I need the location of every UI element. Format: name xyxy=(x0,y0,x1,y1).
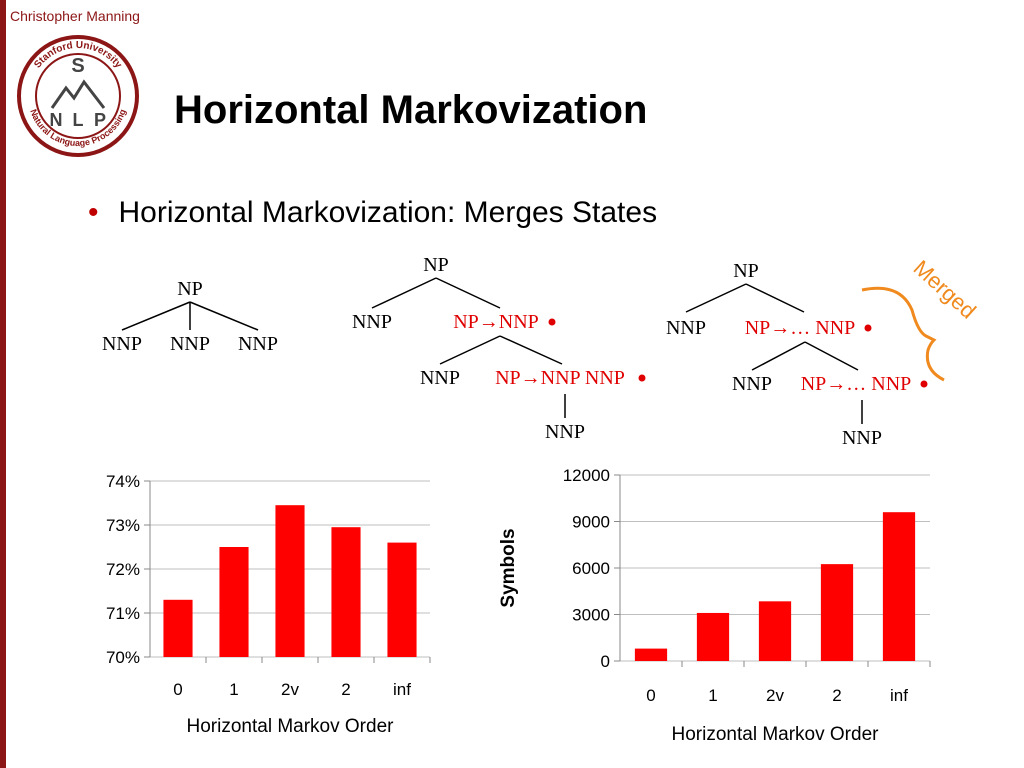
bullet-item: • Horizontal Markovization: Merges States xyxy=(88,196,657,230)
chart1-bar-0 xyxy=(163,599,193,657)
chart2-xtick-label: 2 xyxy=(832,686,841,705)
chart1-ytick-label: 70% xyxy=(106,648,140,667)
chart1-xtick-label: 1 xyxy=(229,680,238,699)
tree3-sub-right: NP→… NNP xyxy=(801,373,912,395)
tree2-root: NP xyxy=(423,254,449,276)
slide-title: Horizontal Markovization xyxy=(174,88,648,132)
chart2-bar-inf xyxy=(882,512,916,661)
chart2-xtick-label: 2v xyxy=(766,686,784,705)
bullet-text: Horizontal Markovization: Merges States xyxy=(118,196,658,229)
tree2-sub-right: NP→NNP NNP xyxy=(495,367,625,389)
chart2-ytick-label: 6000 xyxy=(572,559,610,578)
chart2-xlabel: Horizontal Markov Order xyxy=(672,724,880,745)
chart2-ytick-label: 9000 xyxy=(572,513,610,532)
chart1-bar-2v xyxy=(275,505,305,657)
merged-brace-icon xyxy=(861,286,945,382)
chart1-xtick-label: 2v xyxy=(281,680,299,699)
chart2-bar-0 xyxy=(634,648,668,661)
logo-letter-l: L xyxy=(73,110,84,130)
stanford-nlp-logo: Stanford University Natural Language Pro… xyxy=(17,35,139,157)
chart2-xtick-label: 0 xyxy=(646,686,655,705)
chart2-xtick-label: 1 xyxy=(708,686,717,705)
tree3-left: NNP xyxy=(666,317,706,339)
tree3-sub-left: NNP xyxy=(732,373,772,395)
tree2-leaf: NNP xyxy=(545,421,585,443)
tree1-root: NP xyxy=(177,278,203,300)
tree2-sub-dot-icon xyxy=(638,374,646,382)
tree3-sub-dot-icon xyxy=(920,380,928,388)
chart1-xlabel: Horizontal Markov Order xyxy=(187,716,395,737)
chart1-ytick-label: 71% xyxy=(106,604,140,623)
chart1-ytick-label: 72% xyxy=(106,560,140,579)
parse-trees-diagram: NP NNP NNP NNP NP NNP NP→NNP NNP NP→NNP … xyxy=(102,254,981,449)
author-name: Christopher Manning xyxy=(10,8,140,24)
chart1-xtick-label: 0 xyxy=(173,680,182,699)
symbols-chart: 0 3000 6000 9000 12000 0 1 2v 2 inf Horizontal M… xyxy=(498,466,931,745)
chart1-ytick-label: 74% xyxy=(106,472,140,491)
left-accent-bar xyxy=(0,0,6,768)
tree2-sub-left: NNP xyxy=(420,367,460,389)
chart1-xtick-label: 2 xyxy=(341,680,350,699)
tree1-child-2: NNP xyxy=(170,333,210,355)
merged-label: Merged xyxy=(909,255,981,323)
chart1-bar-2 xyxy=(331,527,361,657)
chart2-ytick-label: 0 xyxy=(601,652,610,671)
logo-letter-p: P xyxy=(94,110,106,130)
chart1-bar-inf xyxy=(387,542,417,657)
chart2-ylabel: Symbols xyxy=(498,528,519,607)
tree3-dot-icon xyxy=(864,324,872,332)
chart1-ytick-label: 73% xyxy=(106,516,140,535)
tree2-left: NNP xyxy=(352,311,392,333)
chart2-ytick-label: 3000 xyxy=(572,606,610,625)
tree1-child-3: NNP xyxy=(238,333,278,355)
accuracy-chart: 70% 71% 72% 73% 74% 0 1 2v 2 inf Horizontal Mark… xyxy=(106,472,431,737)
chart1-bar-1 xyxy=(219,547,249,657)
logo-letter-n: N xyxy=(50,110,63,130)
chart2-xtick-label: inf xyxy=(890,686,908,705)
chart1-xtick-label: inf xyxy=(393,680,411,699)
tree3-root: NP xyxy=(733,260,759,282)
tree2-dot-icon xyxy=(548,318,556,326)
chart2-bar-1 xyxy=(696,612,730,661)
bullet-dot-icon: • xyxy=(88,196,99,229)
logo-letter-s: S xyxy=(71,55,84,77)
tree3-right: NP→… NNP xyxy=(745,317,856,339)
tree2-right: NP→NNP xyxy=(453,311,539,333)
logo-mountain-icon xyxy=(50,79,106,109)
tree1-child-1: NNP xyxy=(102,333,142,355)
chart2-bar-2v xyxy=(758,601,792,661)
chart2-ytick-label: 12000 xyxy=(563,466,610,485)
chart2-bar-2 xyxy=(820,564,854,661)
tree3-leaf: NNP xyxy=(842,427,882,449)
